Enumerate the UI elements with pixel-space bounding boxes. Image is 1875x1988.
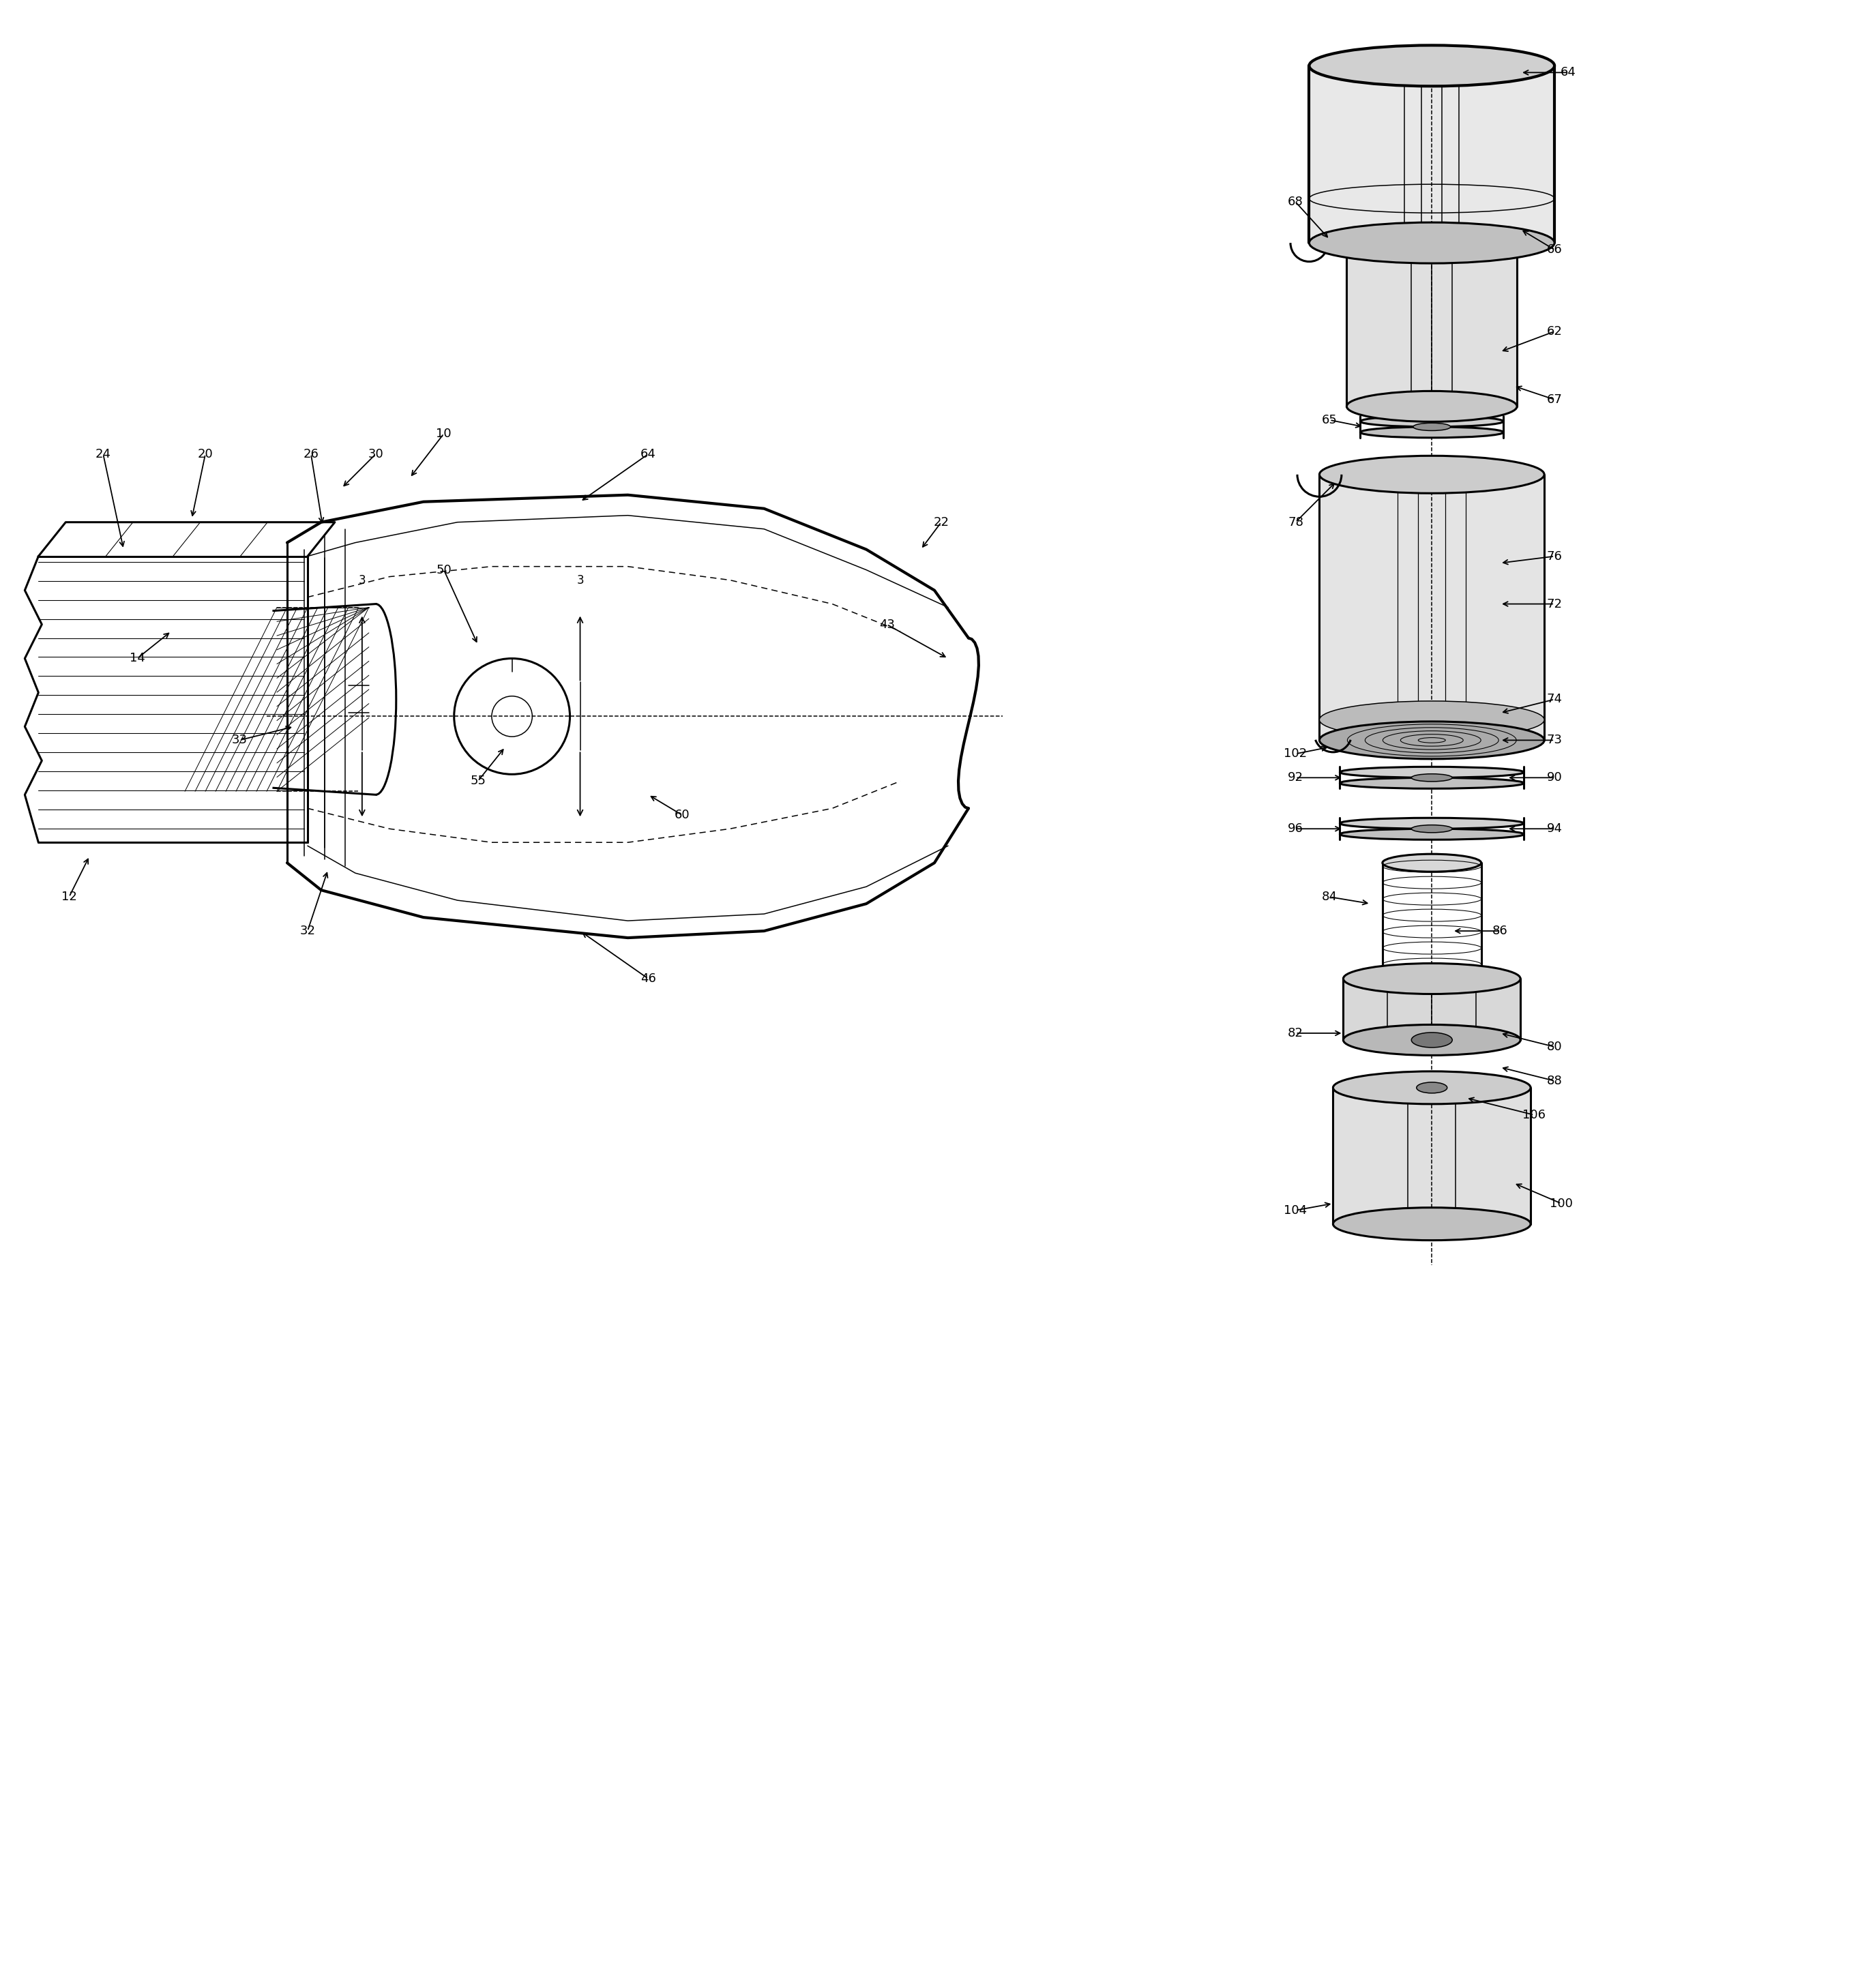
Text: 43: 43 <box>879 618 894 630</box>
Polygon shape <box>1342 978 1521 1040</box>
Ellipse shape <box>1333 1207 1530 1241</box>
Ellipse shape <box>1320 722 1545 759</box>
Text: 84: 84 <box>1322 891 1337 903</box>
Ellipse shape <box>1320 702 1545 738</box>
Text: 12: 12 <box>62 891 77 903</box>
Text: 65: 65 <box>1322 414 1337 425</box>
Text: 66: 66 <box>1547 245 1562 256</box>
Polygon shape <box>1346 243 1517 406</box>
Ellipse shape <box>1341 767 1524 777</box>
Ellipse shape <box>1359 427 1504 437</box>
Text: 106: 106 <box>1522 1109 1545 1121</box>
Ellipse shape <box>1412 825 1453 833</box>
Ellipse shape <box>1320 455 1545 493</box>
Text: 102: 102 <box>1284 747 1307 759</box>
Ellipse shape <box>1341 777 1524 789</box>
Text: 67: 67 <box>1547 394 1562 406</box>
Text: 20: 20 <box>197 447 214 459</box>
Ellipse shape <box>1342 964 1521 994</box>
Text: 92: 92 <box>1288 771 1303 783</box>
Text: 60: 60 <box>675 809 690 821</box>
Text: 96: 96 <box>1288 823 1303 835</box>
Text: 55: 55 <box>471 775 486 787</box>
Ellipse shape <box>1341 829 1524 839</box>
Text: 104: 104 <box>1284 1205 1307 1217</box>
Text: 76: 76 <box>1547 551 1562 563</box>
Text: 74: 74 <box>1547 694 1562 706</box>
Text: 26: 26 <box>304 447 319 459</box>
Text: 32: 32 <box>300 924 315 936</box>
Ellipse shape <box>1414 423 1451 431</box>
Text: 82: 82 <box>1288 1028 1303 1040</box>
Text: 73: 73 <box>1547 734 1562 746</box>
Ellipse shape <box>1309 223 1554 262</box>
Text: 62: 62 <box>1547 326 1562 338</box>
Text: 94: 94 <box>1547 823 1562 835</box>
Text: 3: 3 <box>576 575 583 586</box>
Ellipse shape <box>1412 773 1453 781</box>
Text: 78: 78 <box>1288 517 1303 529</box>
Text: 88: 88 <box>1547 1076 1562 1087</box>
Ellipse shape <box>1359 415 1504 427</box>
Ellipse shape <box>1342 1024 1521 1056</box>
Ellipse shape <box>1412 1032 1453 1048</box>
Text: 80: 80 <box>1547 1040 1562 1054</box>
Polygon shape <box>1309 66 1554 243</box>
Polygon shape <box>1320 475 1545 740</box>
Ellipse shape <box>1416 1081 1448 1093</box>
Text: 68: 68 <box>1288 197 1303 209</box>
Text: 3: 3 <box>358 575 366 586</box>
Text: 64: 64 <box>641 447 656 459</box>
Text: 33: 33 <box>232 734 248 746</box>
Text: 86: 86 <box>1492 924 1508 936</box>
Text: 64: 64 <box>1560 66 1575 80</box>
Text: 24: 24 <box>96 447 111 459</box>
Ellipse shape <box>1341 817 1524 829</box>
Text: 14: 14 <box>129 652 144 664</box>
Text: 10: 10 <box>437 427 452 439</box>
Text: 46: 46 <box>641 972 656 984</box>
Ellipse shape <box>1382 855 1481 871</box>
Text: 72: 72 <box>1547 598 1562 610</box>
Ellipse shape <box>1309 46 1554 85</box>
Text: 90: 90 <box>1547 771 1562 783</box>
Polygon shape <box>1333 1087 1530 1225</box>
Text: 100: 100 <box>1551 1197 1573 1209</box>
Ellipse shape <box>1346 392 1517 421</box>
Ellipse shape <box>1333 1072 1530 1103</box>
Text: 22: 22 <box>934 517 949 529</box>
Text: 50: 50 <box>437 565 452 577</box>
Text: 30: 30 <box>368 447 384 459</box>
